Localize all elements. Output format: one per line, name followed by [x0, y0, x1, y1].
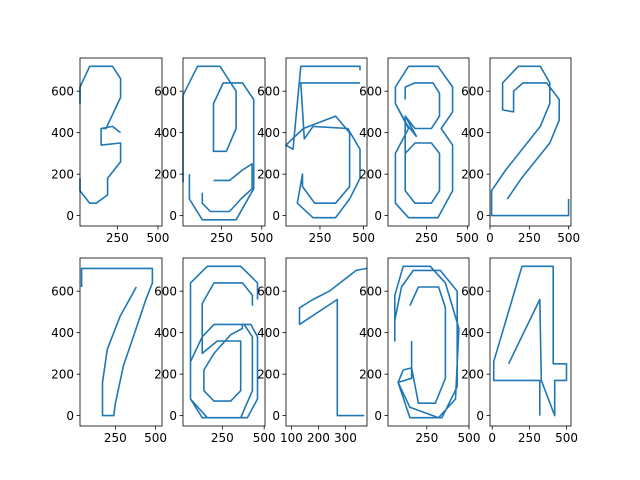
y-tick-label: 400 [359, 126, 382, 140]
digit-0-stroke-1 [394, 265, 460, 419]
axes-frame [387, 57, 470, 227]
panel-digit-3: 250 500 0 200 400 600 [51, 57, 169, 245]
digit-8-stroke-2 [404, 82, 441, 204]
y-tick-label: 0 [476, 209, 484, 223]
panel-digit-9: 250 500 0 200 400 600 [154, 57, 273, 245]
x-tick-label: 500 [250, 231, 273, 245]
x-tick-label: 250 [518, 431, 541, 445]
axes-frame [182, 57, 266, 227]
y-tick-label: 200 [51, 367, 74, 381]
y-tick-label: 400 [461, 326, 484, 340]
panel-digit-0: 250 500 0 200 400 600 [359, 257, 481, 445]
y-tick-label: 0 [476, 409, 484, 423]
y-tick-label: 400 [461, 126, 484, 140]
y-tick-label: 600 [154, 284, 177, 298]
panel-digit-2: 0 250 500 0 200 400 600 [461, 57, 580, 245]
y-tick-label: 600 [461, 84, 484, 98]
y-tick-label: 200 [359, 367, 382, 381]
x-tick-label: 250 [104, 431, 127, 445]
y-tick-label: 400 [154, 126, 177, 140]
x-tick-label: 250 [211, 431, 234, 445]
x-tick-label: 250 [518, 231, 541, 245]
x-tick-label: 500 [456, 231, 479, 245]
y-tick-label: 0 [374, 209, 382, 223]
x-tick-label: 500 [146, 231, 169, 245]
y-tick-label: 0 [66, 409, 74, 423]
x-tick-label: 500 [557, 231, 580, 245]
axes-frame [182, 257, 266, 427]
x-tick-label: 250 [415, 231, 438, 245]
x-tick-label: 250 [106, 231, 129, 245]
y-tick-label: 600 [359, 84, 382, 98]
y-tick-label: 400 [359, 326, 382, 340]
digit-9-stroke-1 [182, 65, 255, 221]
x-tick-label: 100 [280, 431, 303, 445]
axes-frame [387, 257, 470, 427]
y-tick-label: 200 [461, 367, 484, 381]
y-tick-label: 200 [154, 367, 177, 381]
y-tick-label: 600 [359, 284, 382, 298]
y-tick-label: 0 [272, 209, 280, 223]
x-tick-label: 250 [309, 231, 332, 245]
y-tick-label: 0 [272, 409, 280, 423]
panel-digit-5: 250 500 0 200 400 600 [257, 57, 375, 245]
x-tick-label: 0 [488, 431, 496, 445]
y-tick-label: 0 [66, 209, 74, 223]
x-tick-label: 250 [415, 431, 438, 445]
y-tick-label: 400 [257, 326, 280, 340]
y-tick-label: 0 [374, 409, 382, 423]
panel-digit-8: 250 500 0 200 400 600 [359, 57, 479, 245]
y-tick-label: 200 [359, 167, 382, 181]
axes-frame [285, 57, 368, 227]
y-tick-label: 600 [51, 284, 74, 298]
axes-frame [489, 57, 572, 227]
axes-frame [285, 257, 368, 427]
panel-digit-6: 250 500 0 200 400 600 [154, 257, 276, 445]
digit-7-stroke-1 [80, 267, 154, 417]
y-tick-label: 600 [257, 84, 280, 98]
x-tick-label: 300 [334, 431, 357, 445]
x-tick-label: 500 [144, 431, 167, 445]
y-tick-label: 200 [51, 167, 74, 181]
x-tick-label: 500 [253, 431, 276, 445]
axes-frame [79, 57, 163, 227]
y-tick-label: 400 [51, 326, 74, 340]
y-tick-label: 400 [51, 126, 74, 140]
digit-2-stroke-1 [490, 65, 570, 217]
panel-digit-4: 0 250 500 0 200 400 600 [461, 257, 578, 445]
axes-frame [489, 257, 572, 427]
digit-9-stroke-2 [201, 163, 253, 213]
panel-digit-7: 250 500 0 200 400 600 [51, 257, 167, 445]
digit-6-stroke-1 [189, 265, 259, 419]
y-tick-label: 200 [461, 167, 484, 181]
digit-1-stroke-1 [298, 267, 368, 417]
x-tick-label: 500 [555, 431, 578, 445]
y-tick-label: 200 [257, 367, 280, 381]
panel-digit-1: 100 200 300 0 200 400 600 [257, 257, 368, 445]
y-tick-label: 600 [51, 84, 74, 98]
x-tick-label: 250 [210, 231, 233, 245]
x-tick-label: 0 [486, 231, 494, 245]
y-tick-label: 0 [169, 409, 177, 423]
x-tick-label: 500 [352, 231, 375, 245]
digit-8-stroke-1 [394, 65, 454, 219]
y-tick-label: 600 [461, 284, 484, 298]
digit-4-stroke-1 [492, 265, 568, 417]
y-tick-label: 200 [154, 167, 177, 181]
y-tick-label: 400 [154, 326, 177, 340]
y-tick-label: 600 [257, 284, 280, 298]
x-tick-label: 500 [458, 431, 481, 445]
y-tick-label: 400 [257, 126, 280, 140]
digit-5-stroke-1 [285, 65, 361, 219]
y-tick-label: 0 [169, 209, 177, 223]
axes-frame [79, 257, 163, 427]
digit-3-stroke-2 [100, 125, 122, 134]
y-tick-label: 600 [154, 84, 177, 98]
digit-3-stroke-1 [79, 65, 122, 204]
x-tick-label: 200 [307, 431, 330, 445]
y-tick-label: 200 [257, 167, 280, 181]
